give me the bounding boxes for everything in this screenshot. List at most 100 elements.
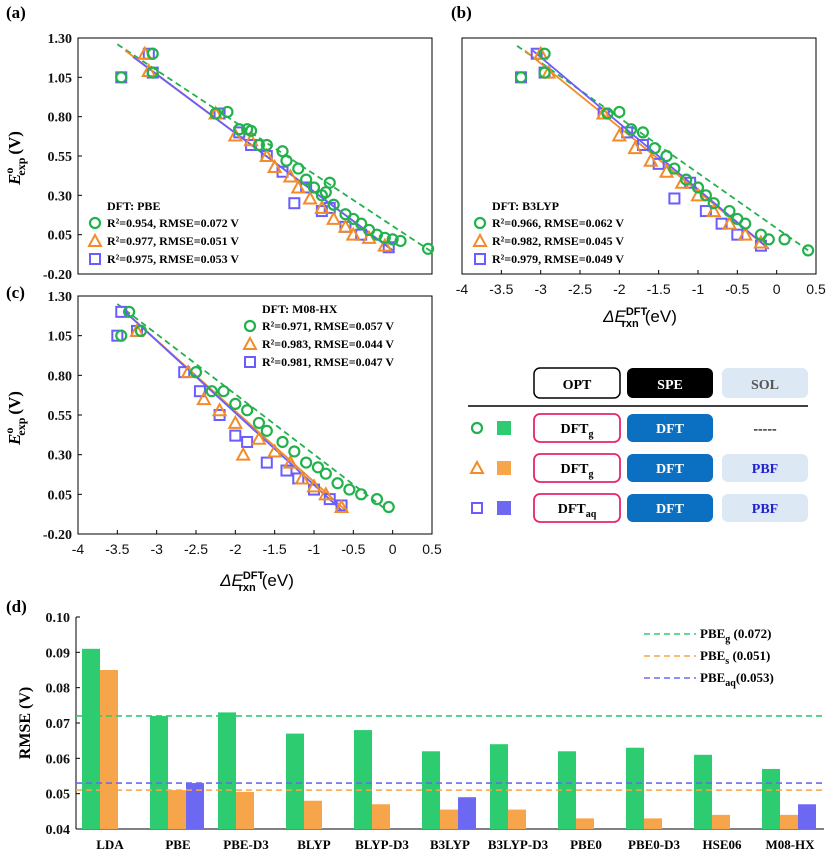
point-circle [691, 181, 705, 194]
point-circle [648, 142, 661, 155]
bar-gas [82, 648, 100, 829]
point-triangle [259, 147, 275, 162]
legend-marker-circle [473, 216, 487, 230]
y-tick-label: 0.04 [46, 823, 71, 838]
panel-b-xlabel-unit: (eV) [645, 307, 677, 326]
panel-c-xlabel-unit: (eV) [262, 571, 294, 590]
panel-a-legend-title: DFT: PBE [107, 199, 160, 213]
panel-a-y-ticks: 1.30 1.05 0.80 0.55 0.30 0.05 -0.20 [43, 32, 82, 283]
opt-cell-sub: aq [586, 509, 597, 520]
point-circle [323, 176, 336, 189]
x-tick-label: -2.5 [568, 281, 592, 297]
legend-marker-circle [88, 216, 102, 230]
fit-line-green [116, 43, 433, 253]
panel-b: (b) -4 -3.5 -3 -2.5 -2 -1.5 -1 -0.5 0 0.5 ΔEDFT rx… [451, 3, 826, 330]
panel-d-label: (d) [6, 597, 27, 616]
point-circle [189, 366, 203, 379]
y-tick-label: 0.10 [46, 611, 71, 626]
point-circle [739, 217, 752, 230]
point-square [115, 305, 128, 318]
point-triangle [706, 202, 722, 218]
bar-aqueous [458, 797, 476, 829]
x-tick-label: -2 [613, 281, 626, 297]
point-circle [355, 217, 368, 230]
point-circle [331, 477, 344, 490]
legend-main: PBE [700, 648, 725, 663]
opt-cell-sub: g [589, 429, 594, 440]
y-tick-label: 0.30 [48, 189, 73, 204]
point-circle [378, 231, 391, 244]
panel-c-ylabel: Eoexp (V) [2, 391, 28, 446]
point-square [652, 157, 665, 170]
x-tick-label: 0.5 [422, 541, 442, 557]
point-circle [421, 242, 435, 255]
point-square [288, 197, 301, 210]
bar-solvated [372, 804, 390, 829]
opt-cell-main: DFT [561, 422, 590, 437]
y-tick-label: 0.07 [46, 717, 71, 732]
bar-gas [150, 715, 168, 829]
panel-c-xlabel-main: ΔE [219, 571, 243, 590]
point-triangle [129, 322, 145, 337]
point-circle [146, 66, 159, 79]
bar-gas [626, 747, 644, 829]
point-circle [370, 492, 384, 506]
panel-c-ylabel-unit: (V) [5, 391, 24, 415]
point-triangle [266, 443, 283, 458]
panel-c-xlabel-sup: DFT [243, 570, 265, 582]
legend-entry: R²=0.981, RMSE=0.047 V [262, 355, 394, 369]
point-circle [229, 397, 242, 410]
panel-c-xlabel-sub: rxn [239, 582, 256, 594]
bar-gas [354, 730, 372, 829]
legend-value: (0.053) [736, 670, 774, 685]
legend-entry: PBEaq(0.053) [700, 670, 774, 689]
point-triangle [302, 190, 318, 205]
point-triangle [318, 486, 334, 501]
panel-b-xlabel-sup: DFT [626, 306, 648, 318]
panel-a-ylabel-sub: exp [14, 157, 28, 175]
x-tick-label: -3.5 [105, 541, 129, 557]
sol-header: SOL [751, 378, 779, 393]
point-circle [252, 416, 266, 430]
x-tick-label: -1.5 [263, 541, 287, 557]
panel-a-label: (a) [6, 3, 26, 22]
point-triangle [333, 498, 350, 514]
y-tick-label: 1.05 [48, 71, 73, 86]
sol-cell: ----- [753, 422, 777, 437]
legend-marker-circle [243, 319, 257, 333]
point-circle [538, 47, 551, 60]
legend-marker-triangle [242, 335, 258, 350]
legend-entry: R²=0.954, RMSE=0.072 V [107, 216, 239, 230]
panel-c-xlabel: ΔEDFT rxn (eV) [219, 570, 294, 594]
legend-value: (0.072) [730, 626, 771, 641]
point-circle [221, 105, 234, 119]
spe-cell-box [627, 454, 713, 482]
legend-entry: R²=0.979, RMSE=0.049 V [492, 252, 624, 266]
panel-c-ylabel-main: E [5, 434, 24, 446]
point-circle [699, 189, 712, 202]
panel-c-points [111, 305, 395, 514]
y-tick-label: 0.09 [46, 646, 71, 661]
x-tick-label: -1.5 [647, 281, 671, 297]
panel-b-legend: DFT: B3LYP R²=0.966, RMSE=0.062 V R²=0.98… [472, 199, 624, 266]
point-triangle [196, 391, 212, 406]
point-circle [252, 138, 266, 152]
point-circle [300, 173, 313, 186]
point-circle [276, 435, 289, 449]
point-triangle [306, 478, 322, 493]
point-triangle [211, 402, 228, 417]
legend-entry: R²=0.966, RMSE=0.062 V [492, 216, 624, 230]
bar-gas [762, 768, 780, 829]
spe-cell: DFT [656, 502, 685, 517]
y-tick-label: 0.30 [48, 449, 73, 464]
bar-solvated [100, 670, 118, 829]
category-label: B3LYP-D3 [488, 837, 549, 852]
legend-value: (0.051) [729, 648, 770, 663]
bar-solvated [168, 790, 186, 829]
legend-sub: s [725, 656, 729, 667]
point-triangle [674, 174, 690, 189]
panel-d-ylabel: RMSE (V) [17, 687, 34, 759]
panel-c-y-ticks: 1.30 1.05 0.80 0.55 0.30 0.05 -0.20 [43, 290, 82, 543]
panel-d-y-ticks: 0.04 0.05 0.06 0.07 0.08 0.09 0.10 [46, 611, 80, 838]
category-label: PBE0 [570, 837, 602, 852]
